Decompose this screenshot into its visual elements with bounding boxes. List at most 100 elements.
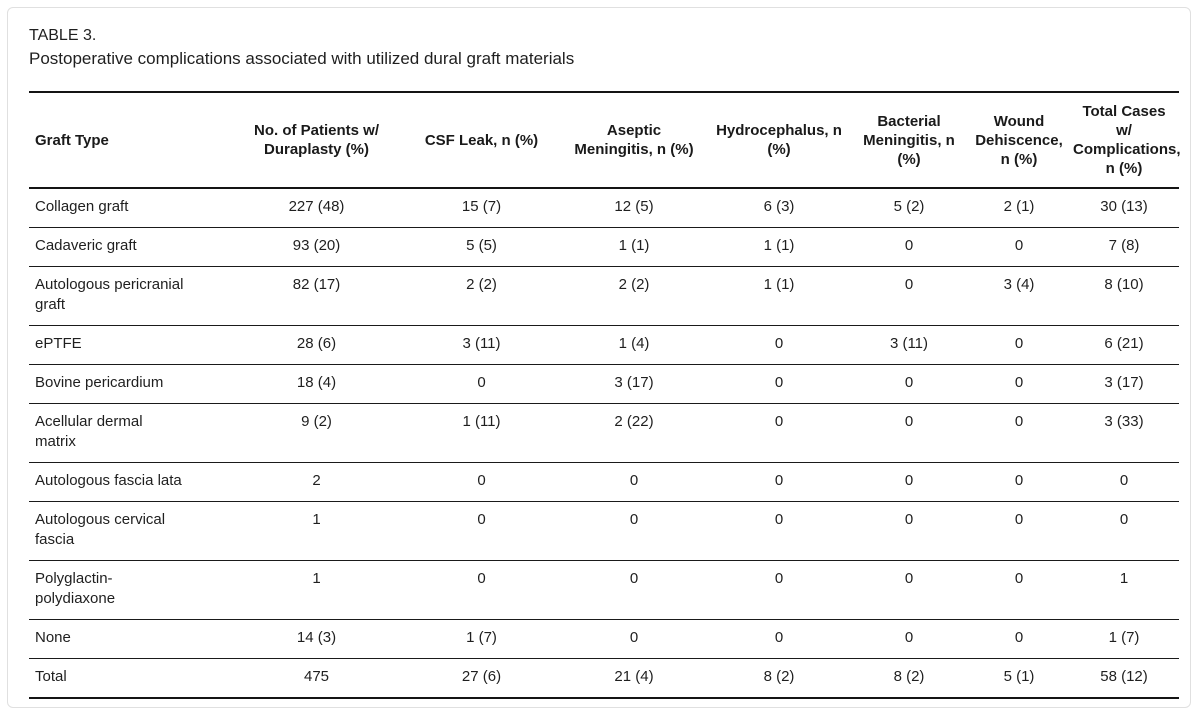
data-cell: 0	[1069, 462, 1179, 502]
row-label: Acellular dermal matrix	[29, 403, 229, 463]
column-header-csf_leak: CSF Leak, n (%)	[404, 91, 559, 189]
row-label: Autologous fascia lata	[29, 462, 229, 502]
data-cell: 2 (2)	[404, 266, 559, 326]
data-cell: 15 (7)	[404, 188, 559, 228]
data-cell: 2 (22)	[559, 403, 709, 463]
data-cell: 58 (12)	[1069, 658, 1179, 699]
data-cell: 3 (4)	[969, 266, 1069, 326]
table-row: Bovine pericardium 18 (4) 0 3 (17) 0 0 0 3 (17)	[29, 364, 1179, 404]
data-cell: 0	[969, 364, 1069, 404]
data-cell: 1 (7)	[404, 619, 559, 659]
row-label: Autologous cervical fascia	[29, 501, 229, 561]
data-cell: 1	[1069, 560, 1179, 620]
data-cell: 5 (2)	[849, 188, 969, 228]
table-row: Autologous fascia lata 2 0 0 0 0 0 0	[29, 462, 1179, 502]
table-row: ePTFE 28 (6) 3 (11) 1 (4) 0 3 (11) 0 6 (21)	[29, 325, 1179, 365]
data-cell: 3 (17)	[1069, 364, 1179, 404]
row-label: Autologous pericranial graft	[29, 266, 229, 326]
table-row: Acellular dermal matrix 9 (2) 1 (11) 2 (22)…	[29, 403, 1179, 463]
column-header-graft_type: Graft Type	[29, 91, 229, 189]
data-cell: 0	[849, 501, 969, 561]
data-cell: 0	[969, 619, 1069, 659]
table-title: Postoperative complications associated w…	[29, 49, 575, 68]
data-cell: 0	[1069, 501, 1179, 561]
table-row: Cadaveric graft 93 (20) 5 (5) 1 (1) 1 (1) 0 0 7…	[29, 227, 1179, 267]
data-cell: 12 (5)	[559, 188, 709, 228]
data-cell: 0	[709, 325, 849, 365]
data-cell: 30 (13)	[1069, 188, 1179, 228]
data-cell: 0	[969, 501, 1069, 561]
data-cell: 18 (4)	[229, 364, 404, 404]
column-header-hydrocephalus: Hydrocephalus, n (%)	[709, 91, 849, 189]
row-label: Collagen graft	[29, 188, 229, 228]
data-cell: 6 (21)	[1069, 325, 1179, 365]
data-cell: 93 (20)	[229, 227, 404, 267]
column-header-total_cases: Total Cases w/ Complications, n (%)	[1069, 91, 1181, 189]
data-cell: 1 (4)	[559, 325, 709, 365]
data-cell: 2	[229, 462, 404, 502]
data-cell: 0	[709, 364, 849, 404]
data-cell: 7 (8)	[1069, 227, 1179, 267]
data-cell: 3 (11)	[849, 325, 969, 365]
data-cell: 14 (3)	[229, 619, 404, 659]
data-cell: 1	[229, 501, 404, 561]
data-cell: 9 (2)	[229, 403, 404, 463]
table-row: Autologous cervical fascia 1 0 0 0 0 0 0	[29, 501, 1179, 561]
data-cell: 2 (2)	[559, 266, 709, 326]
data-cell: 1	[229, 560, 404, 620]
data-cell: 0	[709, 403, 849, 463]
data-cell: 0	[709, 619, 849, 659]
table-body: Collagen graft 227 (48) 15 (7) 12 (5) 6 (3) 5…	[29, 188, 1179, 699]
complications-table: Graft Type No. of Patients w/ Duraplasty …	[29, 91, 1181, 699]
data-cell: 0	[969, 403, 1069, 463]
data-cell: 28 (6)	[229, 325, 404, 365]
data-cell: 6 (3)	[709, 188, 849, 228]
data-cell: 0	[849, 266, 969, 326]
data-cell: 0	[404, 501, 559, 561]
column-header-wound_dehiscence: Wound Dehiscence, n (%)	[969, 91, 1069, 189]
data-cell: 0	[559, 462, 709, 502]
table-number: TABLE 3.	[29, 27, 97, 44]
data-cell: 227 (48)	[229, 188, 404, 228]
data-cell: 0	[849, 560, 969, 620]
data-cell: 0	[709, 462, 849, 502]
row-label: Total	[29, 658, 229, 699]
table-row: None 14 (3) 1 (7) 0 0 0 0 1 (7)	[29, 619, 1179, 659]
data-cell: 0	[969, 560, 1069, 620]
header-row: Graft Type No. of Patients w/ Duraplasty …	[29, 91, 1181, 189]
table-card: TABLE 3. Postoperative complications ass…	[7, 7, 1191, 708]
data-cell: 0	[969, 227, 1069, 267]
data-cell: 1 (7)	[1069, 619, 1179, 659]
data-cell: 2 (1)	[969, 188, 1069, 228]
data-cell: 0	[849, 462, 969, 502]
data-cell: 0	[969, 325, 1069, 365]
data-cell: 475	[229, 658, 404, 699]
column-header-aseptic_meningitis: Aseptic Meningitis, n (%)	[559, 91, 709, 189]
data-cell: 3 (11)	[404, 325, 559, 365]
column-header-patients_duraplasty: No. of Patients w/ Duraplasty (%)	[229, 91, 404, 189]
table-row: Polyglactin- polydiaxone 1 0 0 0 0 0 1	[29, 560, 1179, 620]
row-label: Bovine pericardium	[29, 364, 229, 404]
data-cell: 3 (17)	[559, 364, 709, 404]
table-caption-block: TABLE 3. Postoperative complications ass…	[8, 8, 1190, 71]
data-cell: 0	[849, 619, 969, 659]
data-cell: 8 (10)	[1069, 266, 1179, 326]
table-row: Collagen graft 227 (48) 15 (7) 12 (5) 6 (3) 5…	[29, 188, 1179, 228]
data-cell: 5 (5)	[404, 227, 559, 267]
data-cell: 0	[849, 227, 969, 267]
data-cell: 0	[559, 619, 709, 659]
column-header-bacterial_meningitis: Bacterial Meningitis, n (%)	[849, 91, 969, 189]
table-row: Autologous pericranial graft 82 (17) 2 (2)…	[29, 266, 1179, 326]
data-cell: 0	[404, 364, 559, 404]
data-cell: 1 (1)	[709, 227, 849, 267]
data-cell: 3 (33)	[1069, 403, 1179, 463]
row-label: Cadaveric graft	[29, 227, 229, 267]
data-cell: 0	[709, 560, 849, 620]
data-cell: 0	[969, 462, 1069, 502]
table-row: Total 475 27 (6) 21 (4) 8 (2) 8 (2) 5 (1) 58 (1…	[29, 658, 1179, 699]
data-cell: 8 (2)	[709, 658, 849, 699]
data-cell: 5 (1)	[969, 658, 1069, 699]
row-label: ePTFE	[29, 325, 229, 365]
data-cell: 0	[559, 560, 709, 620]
data-cell: 21 (4)	[559, 658, 709, 699]
